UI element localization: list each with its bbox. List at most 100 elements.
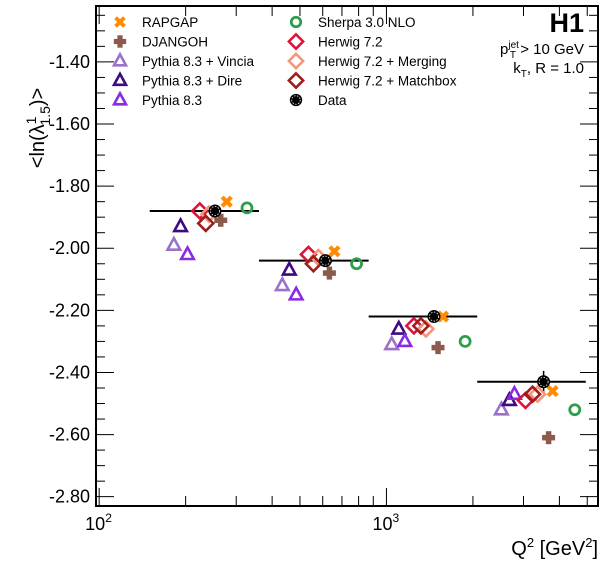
- x-tick-label-exp: 2: [105, 511, 112, 525]
- point: [196, 214, 216, 233]
- legend-marker: [287, 71, 305, 90]
- cut-pt-main: p: [500, 41, 508, 58]
- point: [523, 384, 542, 404]
- legend-marker-bar-v: [117, 35, 123, 48]
- legend-marker: [287, 52, 305, 70]
- point-bar-v: [546, 385, 559, 398]
- series-pythia-8-3-dire: [172, 216, 518, 407]
- point-bar-v: [218, 213, 224, 227]
- legend-marker-bar-v: [114, 16, 126, 28]
- point: [165, 235, 183, 251]
- legend-label: Herwig 7.2 + Merging: [318, 54, 447, 69]
- legend-marker: [287, 32, 305, 51]
- point: [411, 316, 431, 336]
- x-axis-title-mid: [GeV: [534, 538, 586, 560]
- data-point-ring: [320, 255, 331, 266]
- series-djangoh: [214, 213, 556, 445]
- point-bar-v: [545, 431, 552, 445]
- point: [390, 319, 408, 335]
- legend-label: Herwig 7.2 + Matchbox: [318, 74, 457, 89]
- y-axis-title-sub: 1.5: [37, 106, 53, 126]
- data-point-ring: [429, 311, 439, 322]
- data-point-ring: [538, 376, 549, 387]
- point-bar-v: [220, 195, 233, 208]
- cut-kt-sub: T: [521, 69, 527, 80]
- series-herwig-7-2-merging: [199, 204, 547, 404]
- cut-kt-main: k: [513, 60, 521, 77]
- legend-marker: [111, 51, 129, 67]
- point: [416, 319, 436, 339]
- y-axis-title-sup: 1: [23, 116, 39, 124]
- x-axis-title-main: Q: [511, 538, 527, 560]
- data-points: [208, 204, 551, 389]
- point-bar-v: [436, 310, 450, 323]
- y-tick-label: -1.40: [49, 52, 90, 72]
- series-herwig-7-2: [190, 201, 535, 410]
- point: [492, 400, 510, 416]
- point: [280, 260, 298, 276]
- legend-marker: [111, 71, 129, 87]
- y-tick-labels: -1.40 -1.60 -1.80 -2.00 -2.20 -2.40 -2.60 -2.80: [49, 52, 90, 507]
- experiment-label: H1: [549, 8, 584, 38]
- y-tick-label: -2.60: [49, 425, 90, 445]
- series-herwig-7-2-matchbox: [196, 214, 542, 404]
- y-tick-label: -1.60: [49, 114, 90, 134]
- x-tick-label-base: 10: [372, 514, 392, 534]
- legend-label: Pythia 8.3: [142, 93, 202, 108]
- x-tick-label-base: 10: [85, 514, 105, 534]
- point: [383, 334, 401, 351]
- axis-ticks: [96, 6, 598, 506]
- point: [240, 201, 254, 215]
- y-axis-title: <ln(λ11.5)>: [23, 88, 53, 168]
- model-series: [165, 195, 582, 445]
- x-tick-label: 103: [372, 511, 399, 534]
- point: [172, 216, 190, 233]
- legend-label: Sherpa 3.0 NLO: [318, 15, 416, 30]
- y-tick-label: -2.40: [49, 362, 90, 382]
- point: [350, 257, 363, 271]
- legend: RAPGAP DJANGOH Pythia 8.3 + Vincia Pythia 8…: [111, 15, 457, 108]
- cut-pt-sup: jet: [507, 40, 519, 51]
- point: [220, 195, 233, 208]
- point: [546, 385, 559, 398]
- y-tick-label: -2.80: [49, 487, 90, 507]
- x-tick-labels: 102 103: [85, 511, 399, 534]
- point: [287, 285, 305, 301]
- y-tick-label: -2.20: [49, 300, 90, 320]
- series-sherpa-3-0-nlo: [240, 201, 582, 417]
- data-point-ring: [210, 206, 220, 216]
- point: [179, 244, 196, 261]
- legend-label: Herwig 7.2: [318, 35, 383, 50]
- data-bins: [149, 209, 586, 393]
- legend-label: Pythia 8.3 + Vincia: [142, 54, 254, 69]
- point: [505, 384, 523, 401]
- point: [528, 384, 547, 404]
- point: [190, 201, 210, 221]
- legend-label: Pythia 8.3 + Dire: [142, 74, 242, 89]
- point: [458, 335, 472, 348]
- legend-label: DJANGOH: [142, 35, 208, 50]
- legend-marker: [114, 16, 126, 28]
- cut-annotation-kt: kT, R = 1.0: [513, 60, 584, 80]
- series-pythia-8-3: [179, 244, 523, 401]
- y-tick-label: -2.00: [49, 238, 90, 258]
- x-axis-title: Q2 [GeV2]: [511, 535, 598, 560]
- series-rapgap: [220, 195, 559, 398]
- legend-marker-ring: [291, 95, 301, 105]
- x-tick-label: 102: [85, 511, 112, 534]
- point-bar-v: [326, 266, 333, 280]
- plot-frame: [95, 5, 599, 507]
- legend-marker: [111, 90, 129, 106]
- cut-pt-sub: T: [510, 50, 516, 61]
- cut-annotation-pt: pjet T > 10 GeV: [500, 40, 584, 61]
- cut-kt-rest: , R = 1.0: [527, 60, 584, 77]
- point: [568, 403, 582, 417]
- point: [396, 331, 414, 348]
- x-axis-title-end: ]: [592, 538, 598, 560]
- point: [404, 316, 424, 336]
- point: [273, 275, 291, 292]
- y-axis-title-pre: <ln(λ: [27, 124, 49, 168]
- cut-pt-rest: > 10 GeV: [516, 41, 584, 58]
- x-axis-title-sup2: 2: [585, 535, 592, 550]
